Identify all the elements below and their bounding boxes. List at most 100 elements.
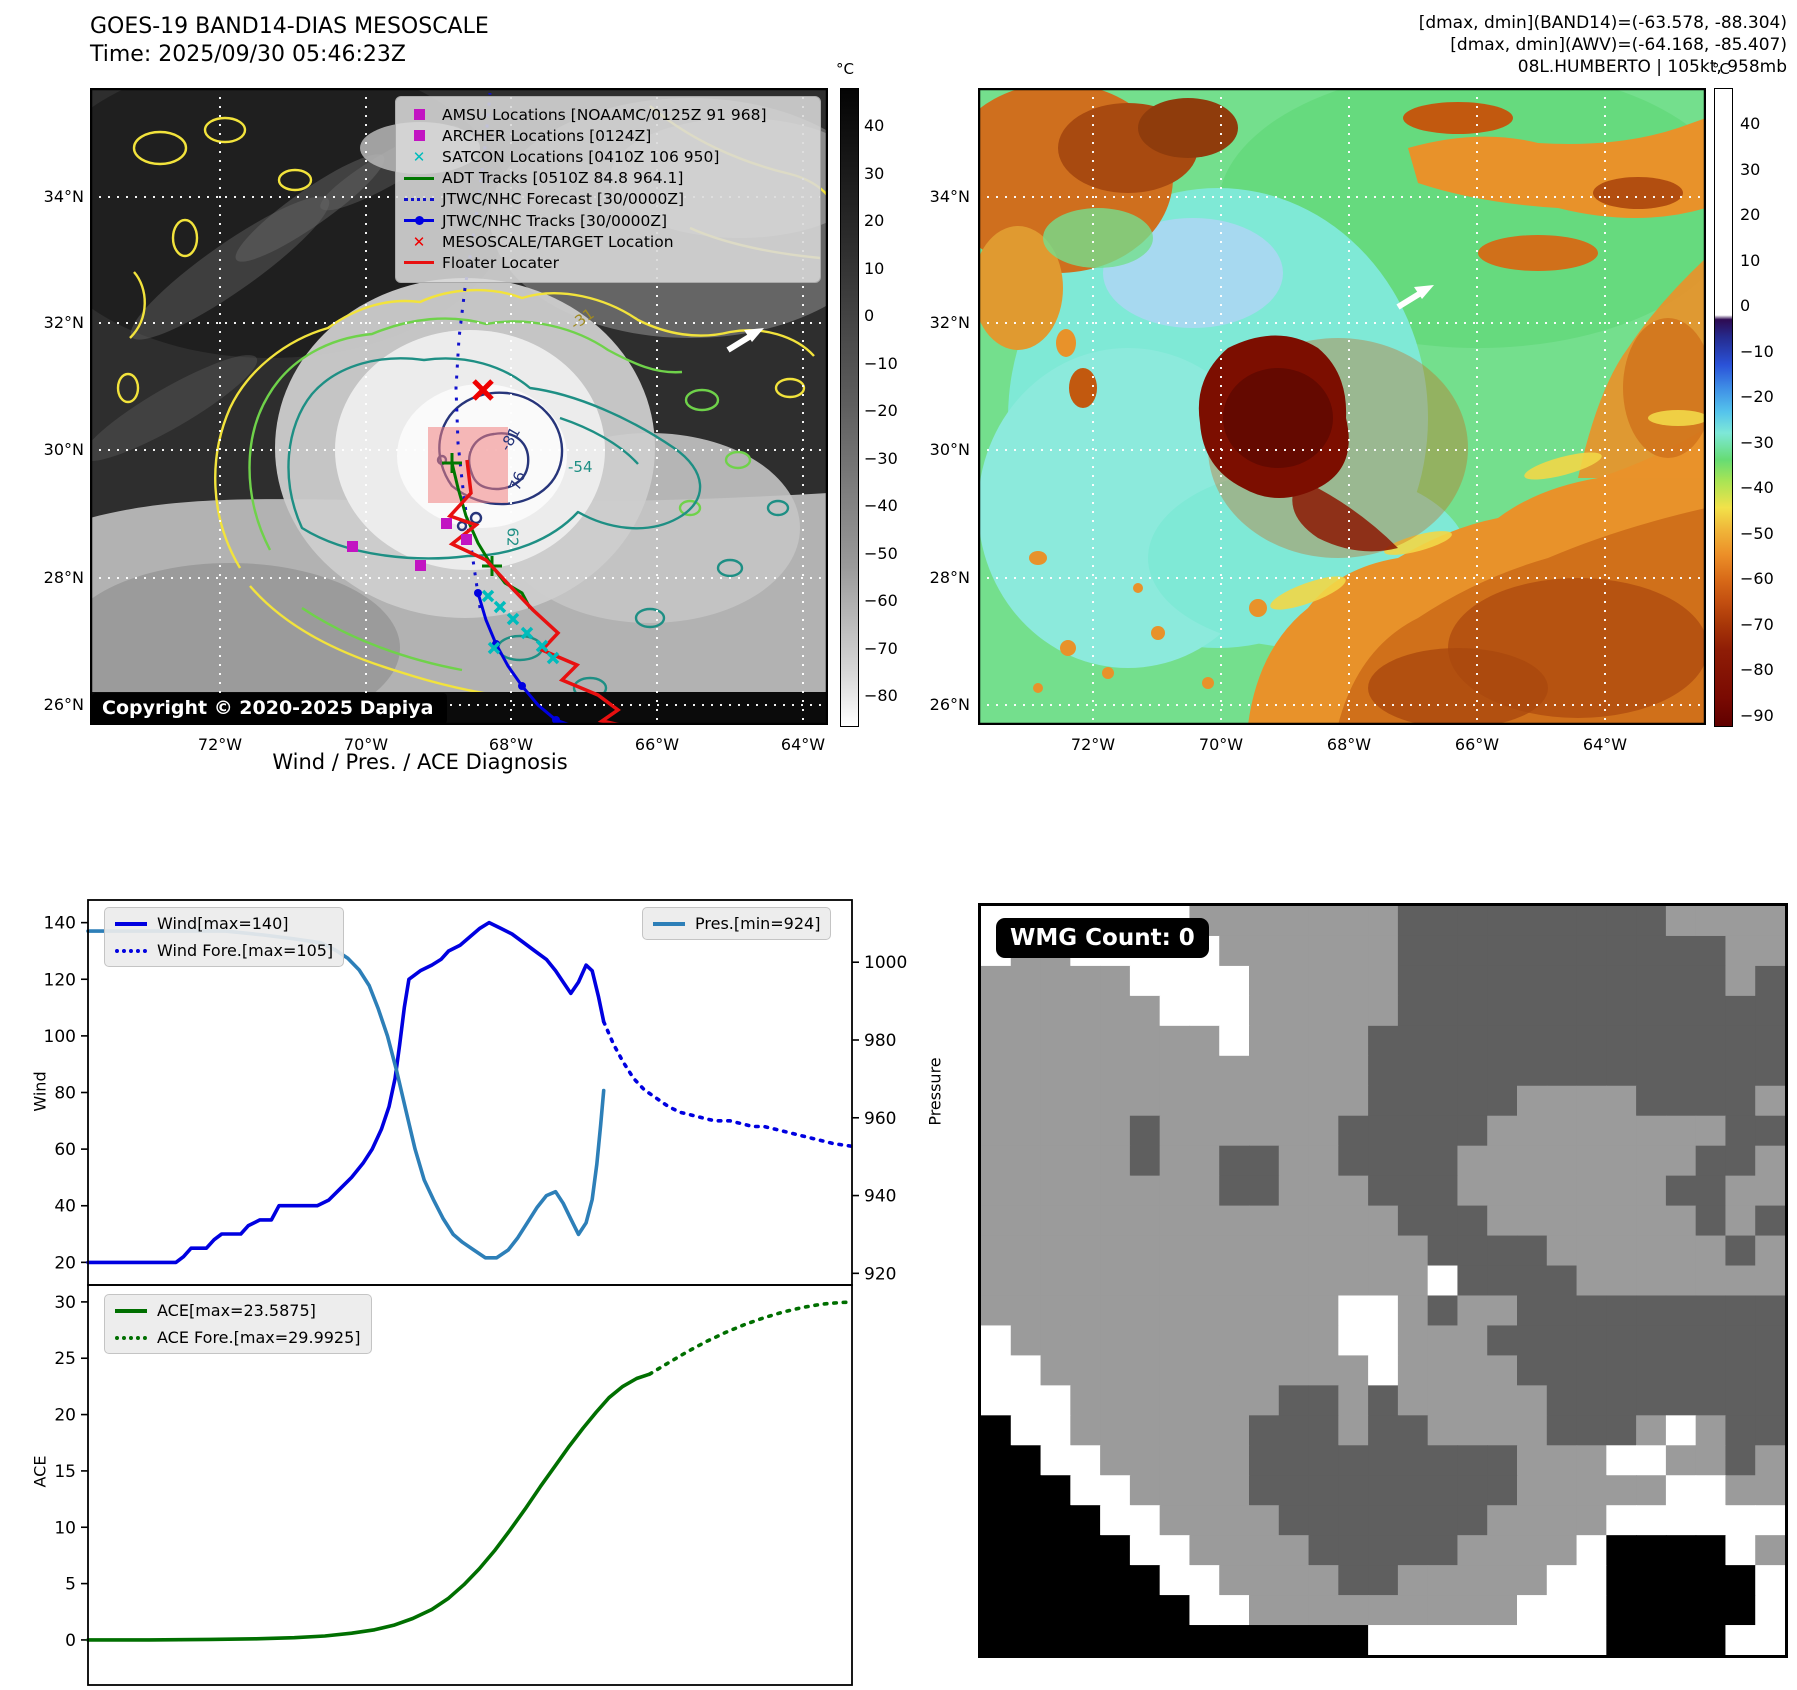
ace-axis-title: ACE (30, 1455, 50, 1488)
left-panel-time: Time: 2025/09/30 05:46:23Z (90, 42, 406, 67)
ytick-label: 80 (54, 1084, 76, 1104)
ace-legend-line (115, 1308, 147, 1313)
right-colorbar-tick: 40 (1740, 114, 1761, 133)
x-red-icon: ✕ (412, 232, 426, 251)
right-colorbar-tick: −70 (1740, 615, 1774, 634)
series-Wind[max=140] (86, 920, 606, 1265)
ace-fore-legend-line (115, 1335, 147, 1340)
wind-legend: Wind[max=140] Wind Fore.[max=105] (104, 907, 345, 967)
left-colorbar-tick: −30 (864, 449, 898, 468)
right-colorbar-tick: −20 (1740, 387, 1774, 406)
right-map-lon-label: 64°W (1582, 735, 1628, 754)
left-colorbar-tick: −60 (864, 591, 898, 610)
right-map-lon-label: 72°W (1070, 735, 1116, 754)
legend-item-label: MESOSCALE/TARGET Location (442, 232, 674, 251)
left-colorbar-tick: −40 (864, 496, 898, 515)
copyright-banner: Copyright © 2020-2025 Dapiya (92, 693, 447, 724)
legend-item: Floater Locater (396, 252, 820, 273)
ytick-label: 25 (54, 1349, 76, 1369)
ytick-label: 0 (65, 1631, 76, 1651)
series-Pres.[min=924] (86, 929, 606, 1260)
y2tick-label: 980 (864, 1031, 896, 1051)
ace-legend: ACE[max=23.5875] ACE Fore.[max=29.9925] (104, 1294, 372, 1354)
ytick-label: 140 (44, 914, 76, 934)
right-map-lat-label: 30°N (929, 440, 970, 459)
awv-storm-cold-blob (1198, 335, 1468, 558)
wind-fore-legend-label: Wind Fore.[max=105] (157, 941, 334, 960)
ytick-label: 30 (54, 1293, 76, 1313)
wmg-count-badge: WMG Count: 0 (996, 918, 1209, 958)
right-colorbar-tick: −50 (1740, 524, 1774, 543)
awv-bottomright-dry-mass (1248, 258, 1706, 725)
right-colorbar-tick: 30 (1740, 160, 1761, 179)
legend-item-label: Floater Locater (442, 253, 559, 272)
left-colorbar-tick: −50 (864, 544, 898, 563)
chart-frame (87, 1284, 853, 1686)
y2tick-label: 940 (864, 1187, 896, 1207)
y2tick-label: 960 (864, 1109, 896, 1129)
line-green-icon (396, 176, 442, 180)
left-colorbar-unit: °C (836, 60, 854, 78)
storm-id-line: 08L.HUMBERTO | 105kt, 958mb (1517, 57, 1787, 77)
left-panel-title: GOES-19 BAND14-DIAS MESOSCALE (90, 14, 489, 39)
right-colorbar-unit: °C (1712, 60, 1730, 78)
diagnosis-title: Wind / Pres. / ACE Diagnosis (272, 750, 568, 774)
legend-item-label: JTWC/NHC Forecast [30/0000Z] (442, 190, 685, 209)
target-x-marker (472, 379, 494, 401)
ytick-label: 20 (54, 1253, 76, 1273)
left-map-lat-label: 28°N (43, 568, 84, 587)
awv-satellite-map (978, 88, 1706, 725)
ace-legend-label: ACE[max=23.5875] (157, 1301, 316, 1320)
right-map-lat-label: 26°N (929, 695, 970, 714)
y2tick-label: 1000 (864, 953, 907, 973)
left-colorbar-tick: 40 (864, 116, 885, 135)
x-cyan-icon: ✕ (412, 147, 426, 166)
left-map-lat-label: 26°N (43, 695, 84, 714)
contour-teal (287, 357, 790, 723)
left-map-lat-label: 30°N (43, 440, 84, 459)
square-magenta-icon (396, 130, 442, 142)
right-map-lat-label: 32°N (929, 313, 970, 332)
y2tick-label: 920 (864, 1264, 896, 1284)
awv-topright-dry-region (1403, 102, 1706, 271)
right-colorbar (1714, 88, 1733, 727)
left-map-lon-label: 66°W (634, 735, 680, 754)
dmax-dmin-band14: [dmax, dmin](BAND14)=(-63.578, -88.304) (1418, 13, 1787, 33)
legend-item: JTWC/NHC Forecast [30/0000Z] (396, 189, 820, 210)
right-map-lat-label: 34°N (929, 187, 970, 206)
right-colorbar-tick: −60 (1740, 569, 1774, 588)
left-colorbar-tick: −80 (864, 686, 898, 705)
series-ACE[max=23.5875] (86, 1372, 652, 1642)
line-red-icon (396, 261, 442, 265)
ytick-label: 120 (44, 970, 76, 990)
wind-legend-label: Wind[max=140] (157, 914, 289, 933)
ytick-label: 60 (54, 1140, 76, 1160)
left-map-lon-label: 72°W (197, 735, 243, 754)
series-ACE Fore.[max=29.9925] (647, 1300, 854, 1376)
floater-locater-line (446, 459, 621, 725)
right-colorbar-tick: 20 (1740, 205, 1761, 224)
legend-item: AMSU Locations [NOAAMC/0125Z 91 968] (396, 104, 820, 125)
left-colorbar-tick: 0 (864, 306, 875, 325)
pres-legend-line (653, 921, 685, 926)
right-map-lon-label: 68°W (1326, 735, 1372, 754)
left-map-lon-label: 70°W (343, 735, 389, 754)
right-colorbar-tick: 0 (1740, 296, 1751, 315)
legend-item: JTWC/NHC Tracks [30/0000Z] (396, 210, 820, 231)
left-colorbar-tick: 10 (864, 259, 885, 278)
legend-item: ARCHER Locations [0124Z] (396, 125, 820, 146)
right-map-lon-label: 70°W (1198, 735, 1244, 754)
left-colorbar-tick: −10 (864, 354, 898, 373)
wind-arrow-left-map (726, 328, 764, 353)
pres-legend: Pres.[min=924] (642, 907, 832, 940)
right-panel-header: [dmax, dmin](BAND14)=(-63.578, -88.304) … (1419, 12, 1787, 78)
amsu-archer-markers (347, 518, 472, 571)
wind-axis-title: Wind (30, 1071, 50, 1112)
legend-item-label: ARCHER Locations [0124Z] (442, 126, 652, 145)
ytick-label: 10 (54, 1518, 76, 1538)
legend-item: ✕ MESOSCALE/TARGET Location (396, 231, 820, 252)
left-map-legend: AMSU Locations [NOAAMC/0125Z 91 968] ARCH… (395, 96, 821, 283)
series-Wind Fore.[max=105] (601, 1019, 854, 1149)
left-colorbar-tick: −20 (864, 401, 898, 420)
satcon-markers (481, 589, 560, 665)
